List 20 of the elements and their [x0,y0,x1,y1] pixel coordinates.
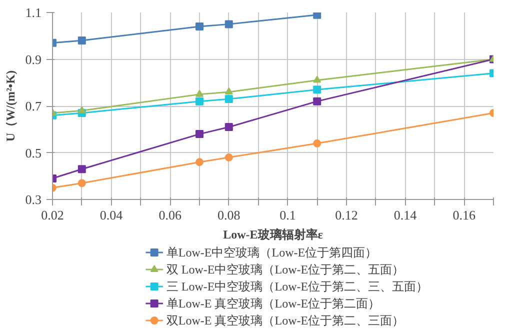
legend-label: 三 Low-E中空玻璃（Low-E位于第二、三、五面） [166,280,428,294]
legend-label: 单Low-E中空玻璃（Low-E位于第四面） [166,246,378,260]
y-tick-label: 0.3 [25,192,42,207]
x-tick-label: 0.12 [335,208,358,222]
x-tick-label: 0.16 [452,208,476,222]
y-tick-label: 0.9 [25,52,42,67]
x-axis-title: Low-E玻璃辐射率ε [223,228,323,242]
legend-label: 单Low-E 真空玻璃（Low-E位于第二面） [166,296,380,310]
y-tick-label: 0.7 [25,98,42,114]
x-tick-label: 0.1 [280,208,296,222]
x-tick-label: 0.02 [41,208,64,222]
y-tick-label: 0.5 [25,145,42,160]
y-axis-title: U（W/(m²•K) [3,70,18,142]
x-tick-label: 0.04 [100,208,124,222]
legend-label: 双 Low-E中空玻璃（Low-E位于第二、五面） [166,262,404,276]
y-tick-label: 1.1 [25,5,42,20]
x-tick-label: 0.06 [158,208,182,222]
x-tick-label: 0.14 [394,208,418,222]
legend-label: 双Low-E 真空玻璃（Low-E位于第二、三面） [166,314,404,328]
x-tick-label: 0.08 [218,208,240,222]
